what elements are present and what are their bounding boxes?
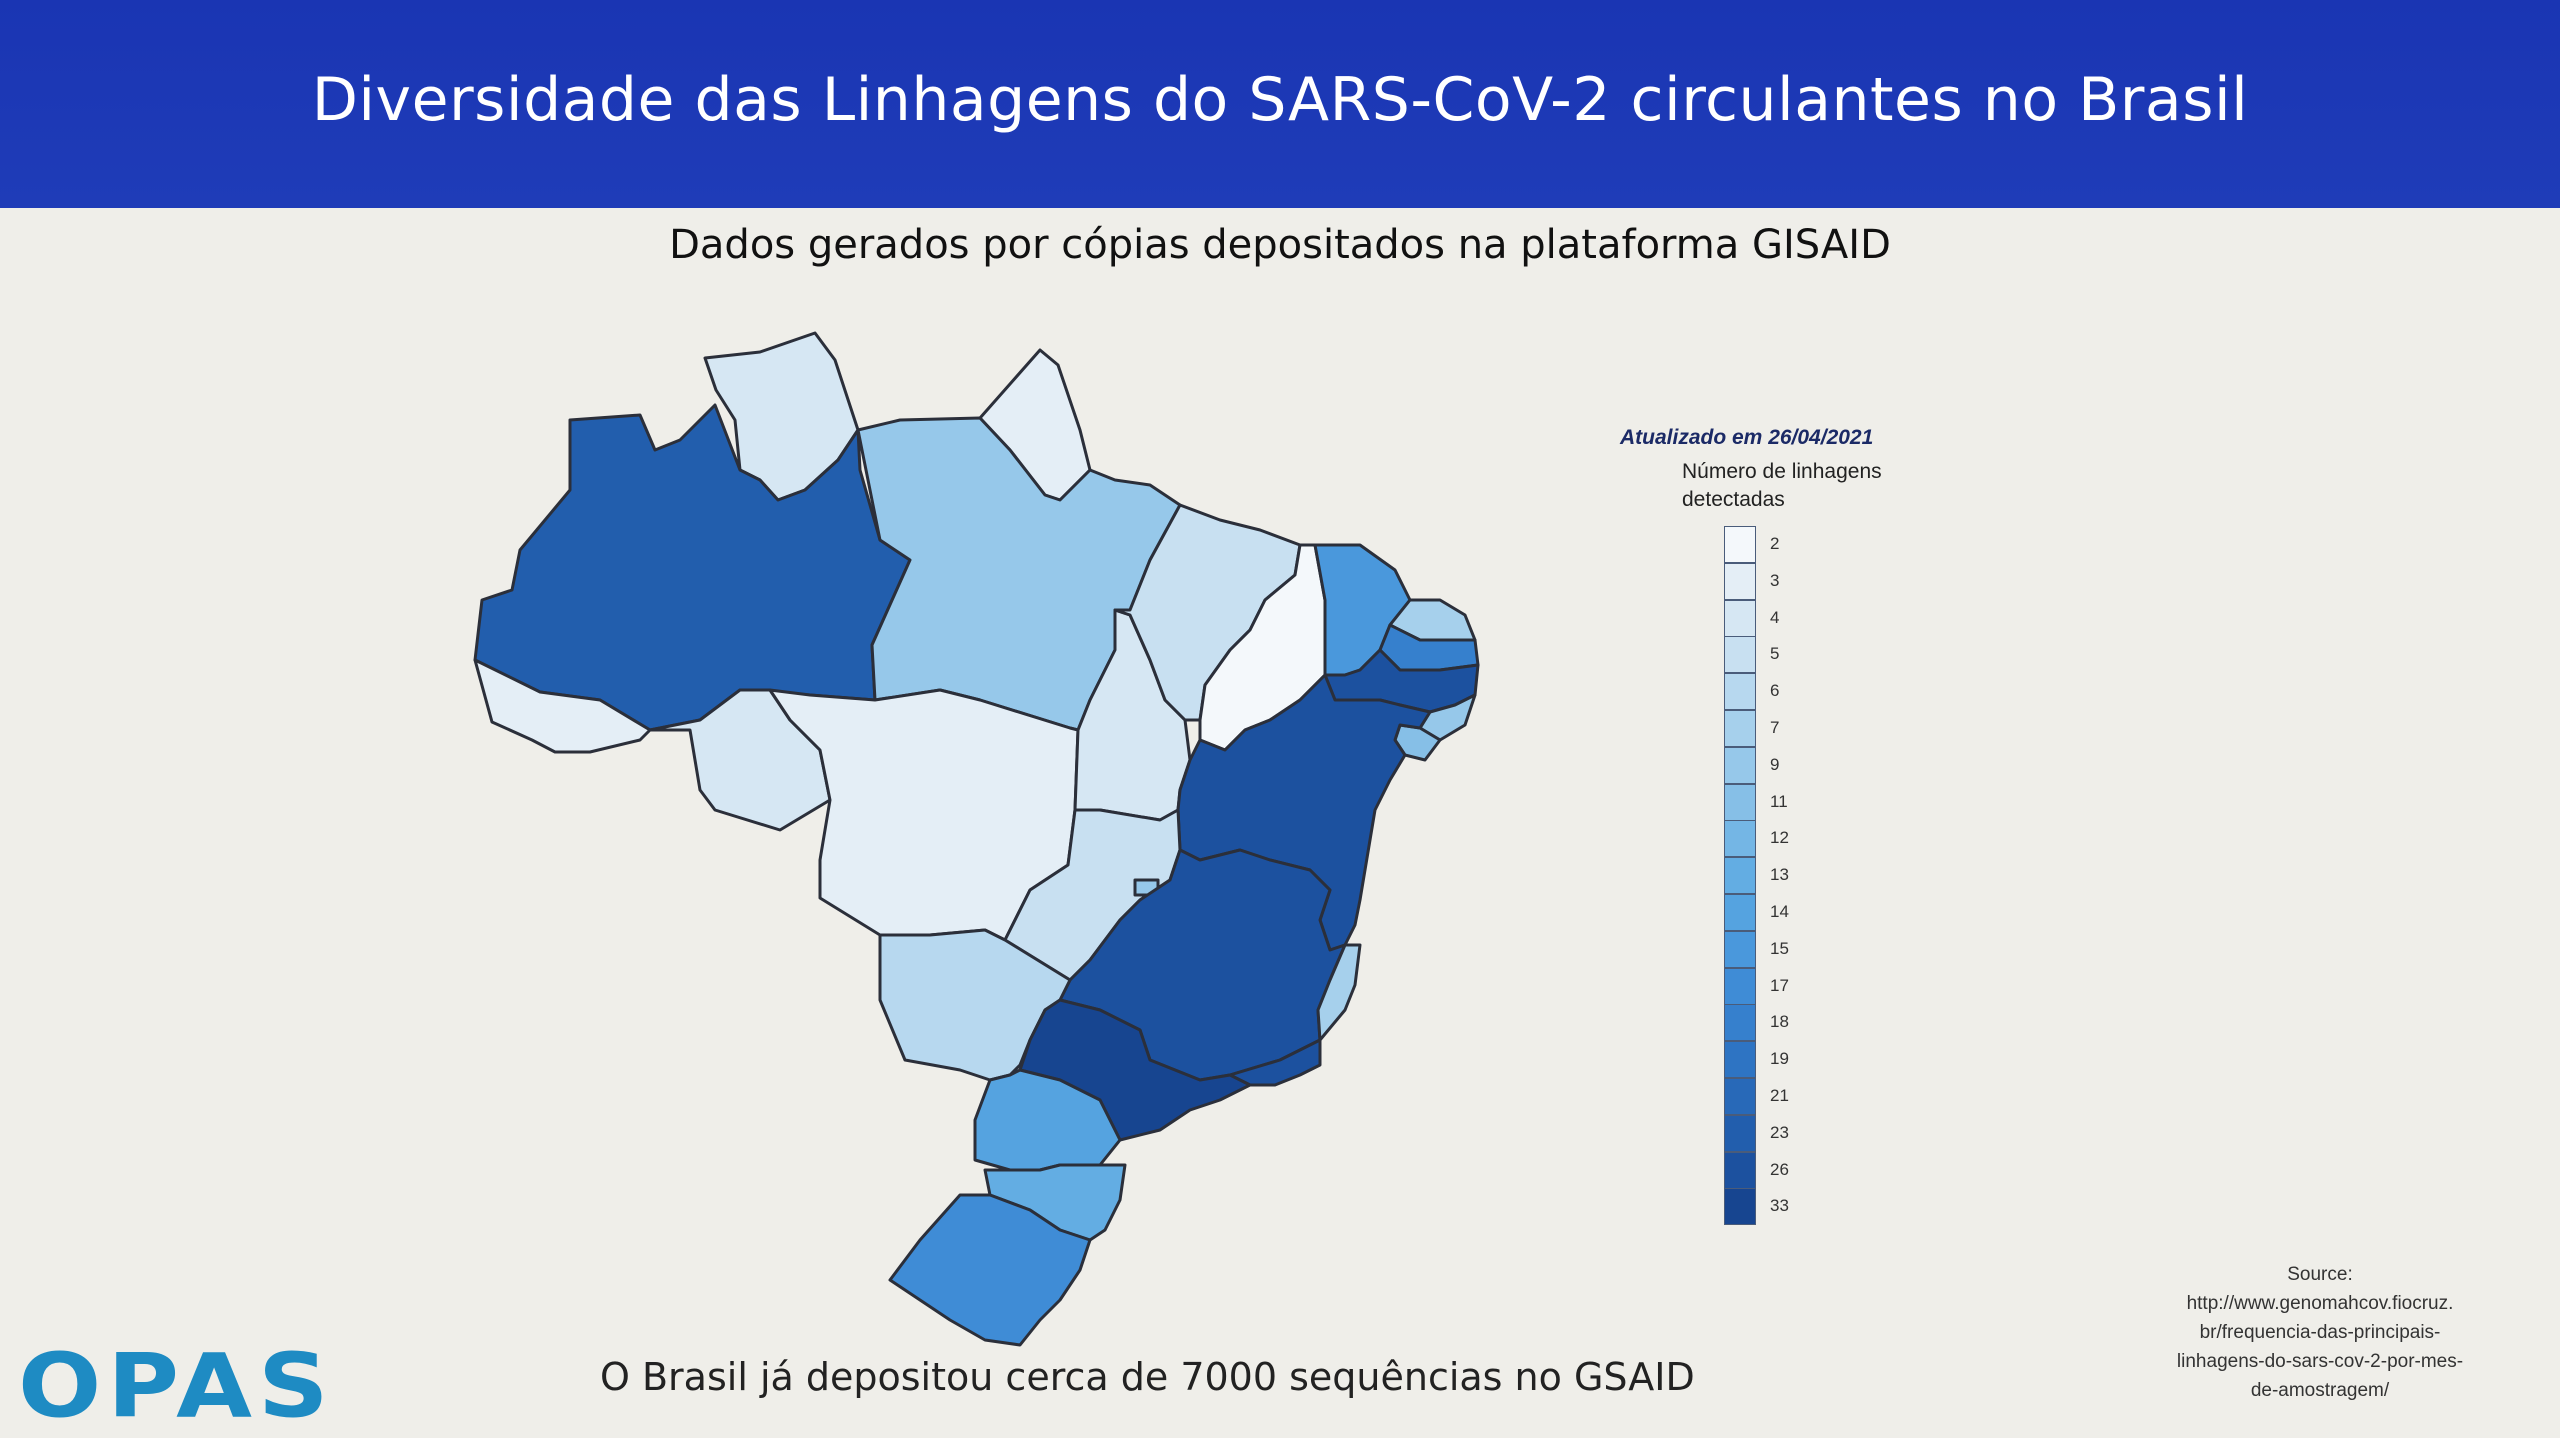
source-line: linhagens-do-sars-cov-2-por-mes-	[2176, 1351, 2464, 1372]
state-AC	[473, 658, 652, 754]
legend-swatch	[1724, 673, 1756, 711]
state-ES	[1316, 943, 1362, 1042]
legend-swatch	[1724, 636, 1756, 674]
legend-swatch	[1724, 1188, 1756, 1226]
source-citation: Source: http://www.genomahcov.fiocruz. b…	[2130, 1260, 2510, 1405]
legend-swatch	[1724, 1114, 1756, 1152]
legend-value: 33	[1770, 1196, 1789, 1216]
legend-swatch	[1724, 820, 1756, 858]
legend-updated-date: Atualizado em 26/04/2021	[1620, 426, 1874, 449]
source-line: Source:	[2287, 1264, 2353, 1285]
state-SP	[1018, 998, 1252, 1142]
legend-value: 7	[1770, 718, 1780, 737]
legend-value: 15	[1770, 938, 1789, 958]
legend-swatch	[1724, 894, 1756, 931]
legend-swatch	[1724, 783, 1756, 821]
state-AM	[473, 403, 912, 732]
legend-swatch	[1724, 1078, 1756, 1115]
legend-swatch	[1724, 1004, 1756, 1042]
legend-value: 5	[1770, 644, 1780, 664]
legend-swatch	[1724, 1151, 1756, 1189]
legend-swatch	[1724, 857, 1756, 895]
legend-swatch	[1724, 1041, 1756, 1079]
legend-value: 12	[1770, 828, 1789, 848]
legend-swatch	[1724, 562, 1756, 600]
legend-swatch	[1724, 599, 1756, 637]
legend-value: 3	[1770, 570, 1780, 590]
legend-value: 23	[1770, 1122, 1789, 1142]
legend-value: 6	[1770, 681, 1780, 701]
legend-value: 13	[1770, 865, 1789, 885]
legend-value: 4	[1770, 607, 1780, 627]
subtitle: Dados gerados por cópias depositados na …	[669, 222, 1891, 268]
state-RJ	[1228, 1038, 1322, 1087]
source-line: br/frequencia-das-principais-	[2199, 1322, 2441, 1343]
map-legend: Atualizado em 26/04/2021 Número de linha…	[1620, 426, 1920, 1226]
legend-swatch	[1724, 967, 1756, 1005]
legend-value: 18	[1770, 1012, 1789, 1032]
legend-swatch	[1724, 930, 1756, 968]
legend-value: 19	[1770, 1049, 1789, 1069]
opas-logo: OPAS	[18, 1335, 335, 1438]
footer-note: O Brasil já depositou cerca de 7000 sequ…	[600, 1355, 1695, 1399]
legend-value: 9	[1770, 754, 1780, 774]
legend-value: 11	[1770, 791, 1788, 811]
page-title: Diversidade das Linhagens do SARS-CoV-2 …	[311, 65, 2249, 135]
legend-swatch	[1724, 746, 1756, 784]
legend-value: 21	[1770, 1086, 1789, 1105]
legend-swatch	[1724, 710, 1756, 747]
legend-value: 26	[1770, 1159, 1789, 1179]
legend-swatch	[1724, 526, 1756, 563]
title-bar: Diversidade das Linhagens do SARS-CoV-2 …	[0, 0, 2560, 208]
legend-value: 17	[1770, 975, 1789, 995]
source-line: http://www.genomahcov.fiocruz.	[2186, 1293, 2454, 1314]
legend-value: 2	[1770, 534, 1780, 553]
source-line: de-amostragem/	[2250, 1380, 2390, 1401]
legend-title: Número de linhagens detectadas	[1682, 460, 1882, 511]
state-RS	[888, 1193, 1092, 1347]
legend-value: 14	[1770, 902, 1789, 921]
brazil-map	[440, 320, 1520, 1360]
